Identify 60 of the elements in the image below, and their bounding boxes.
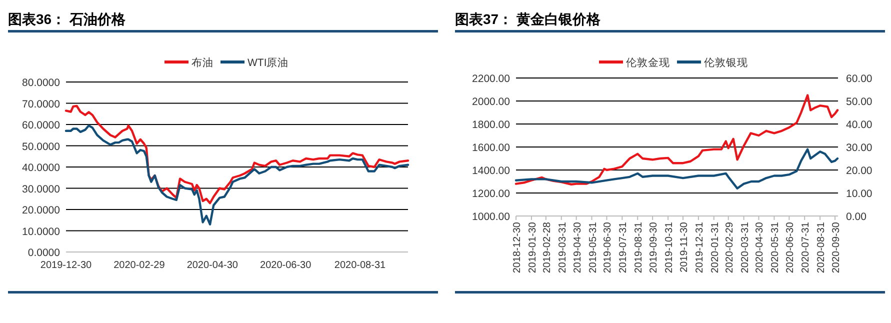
line-series: [514, 94, 839, 186]
y-tick-label: 0.0000: [28, 247, 60, 259]
y2-tick-label: 20.00: [846, 165, 872, 177]
y-tick-label: 1200.00: [472, 188, 510, 200]
x-tick-label: 2020-06-30: [785, 222, 796, 274]
x-tick-label: 2019-02-28: [542, 222, 553, 274]
x-tick-label: 2020-04-30: [186, 260, 238, 271]
legend-label: 伦敦金现: [626, 56, 670, 69]
y2-tick-label: 30.00: [846, 142, 872, 154]
chart-title: 图表37： 黄金白银价格: [455, 11, 602, 27]
x-tick-label: 2019-10-31: [664, 222, 676, 274]
y-tick-label: 20.0000: [22, 204, 60, 216]
x-tick-label: 2019-08-31: [634, 222, 645, 274]
y-tick-label: 70.0000: [22, 98, 60, 110]
x-tick-label: 2019-04-30: [572, 222, 584, 274]
line-series: [514, 148, 839, 190]
legend-label: WTI原油: [248, 56, 289, 69]
x-tick-label: 2019-06-30: [602, 222, 614, 274]
x-tick-label: 2020-09-30: [831, 222, 842, 274]
y-tick-label: 30.0000: [22, 183, 60, 196]
legend-label: 布油: [192, 56, 214, 69]
x-tick-label: 2020-02-29: [724, 222, 736, 274]
x-tick-label: 2020-08-31: [334, 260, 386, 271]
y-tick-label: 1400.00: [472, 165, 510, 177]
x-tick-label: 2020-07-31: [800, 222, 812, 274]
x-tick-label: 2020-03-31: [740, 222, 751, 274]
y2-tick-label: 50.00: [846, 96, 872, 108]
x-tick-label: 2018-12-30: [512, 222, 523, 274]
x-tick-label: 2020-06-30: [260, 260, 312, 271]
y-tick-label: 1000.00: [472, 211, 510, 223]
chart-title: 图表36： 石油价格: [8, 11, 126, 27]
y-tick-label: 1800.00: [472, 119, 510, 131]
y-tick-label: 2200.00: [472, 73, 510, 85]
y-tick-label: 80.0000: [22, 77, 60, 89]
y2-tick-label: 60.00: [846, 73, 872, 85]
y-tick-label: 50.0000: [22, 140, 60, 153]
y-tick-label: 40.0000: [22, 162, 60, 174]
y-tick-label: 10.0000: [22, 226, 60, 238]
x-tick-label: 2019-03-31: [557, 222, 568, 274]
x-tick-label: 2020-05-31: [770, 222, 782, 274]
x-tick-label: 2020-01-31: [710, 222, 721, 274]
x-tick-label: 2019-12-30: [40, 260, 92, 271]
y2-tick-label: 10.00: [846, 188, 872, 200]
y-tick-label: 2000.00: [472, 96, 510, 108]
x-tick-label: 2019-07-31: [618, 222, 630, 274]
y2-tick-label: 0.00: [846, 211, 867, 223]
line-series: [64, 104, 410, 204]
x-tick-label: 2019-12-31: [694, 222, 706, 274]
x-tick-label: 2020-08-31: [816, 222, 828, 274]
x-tick-label: 2019-11-30: [678, 222, 690, 272]
x-tick-label: 2020-02-29: [114, 260, 166, 271]
x-tick-label: 2019-09-30: [648, 222, 660, 274]
x-tick-label: 2019-05-31: [588, 222, 599, 274]
y2-tick-label: 40.00: [846, 119, 872, 131]
y-tick-label: 1600.00: [472, 142, 510, 154]
x-tick-label: 2019-01-30: [527, 222, 538, 274]
legend-label: 伦敦银现: [704, 56, 748, 69]
x-tick-label: 2020-04-30: [754, 222, 766, 274]
line-series: [64, 124, 410, 226]
y-tick-label: 60.0000: [22, 120, 60, 132]
